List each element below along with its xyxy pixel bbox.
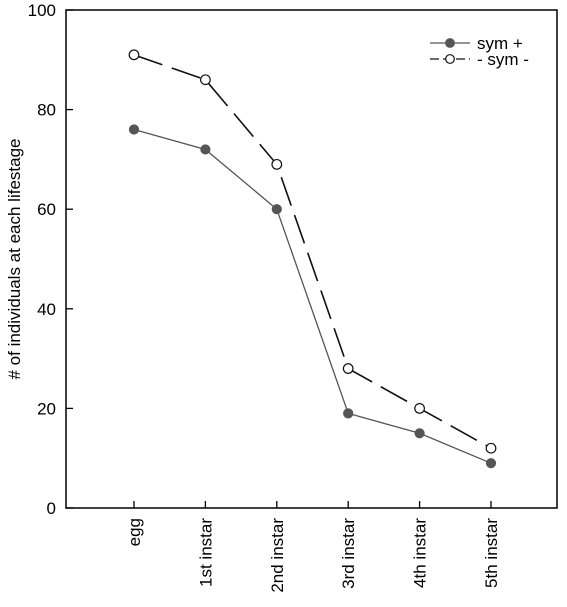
x-tick-label: 2nd instar [268,518,287,593]
x-axis-ticks: egg 1st instar 2nd instar 3rd instar 4th ins… [125,501,501,593]
y-tick-label: 80 [37,101,56,120]
x-tick-label: 3rd instar [339,518,358,589]
y-tick-label: 20 [37,399,56,418]
data-point [414,403,426,414]
series-1 [128,124,497,469]
data-point [343,408,354,419]
legend-marker [445,38,455,48]
y-tick-label: 100 [28,1,56,20]
series-2 [128,49,497,454]
legend-label: - sym - [477,50,529,69]
series-line [133,128,492,464]
legend-item: - sym - [430,50,529,69]
series-layer [128,49,497,469]
data-point [414,428,425,439]
plot-frame [65,9,558,509]
data-point [342,363,354,374]
legend-item: sym + [430,34,523,53]
legend-label: sym + [477,34,523,53]
y-tick-label: 40 [37,300,56,319]
data-point [200,144,211,155]
y-tick-label: 60 [37,200,56,219]
data-point [199,74,211,86]
y-axis-ticks: 0 20 40 60 80 100 [28,1,73,518]
series-line [133,54,492,449]
x-tick-label: 4th instar [411,518,430,588]
y-axis-label: # of individuals at each lifestage [5,139,24,380]
data-point [128,124,140,135]
data-point [485,442,497,454]
data-point [271,204,282,215]
legend-marker [445,54,455,64]
data-point [485,458,497,469]
y-tick-label: 0 [47,499,56,518]
x-tick-label: egg [125,518,144,546]
data-point [128,49,140,61]
data-point [271,158,283,170]
x-tick-label: 5th instar [482,518,501,588]
x-tick-label: 1st instar [196,518,215,587]
legend: sym +- sym - [430,34,529,69]
